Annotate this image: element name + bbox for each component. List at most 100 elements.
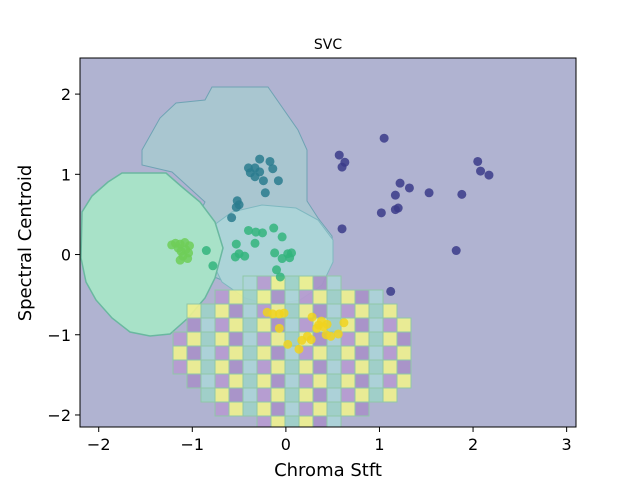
y-tick-label: −2: [47, 406, 71, 425]
region-cell: [340, 345, 356, 361]
region-cell: [326, 415, 342, 427]
region-cell: [354, 359, 370, 375]
region-cell: [214, 401, 230, 417]
fragmented-yellow-region: [172, 275, 412, 427]
data-point-class-0: [337, 162, 347, 172]
chart-title: SVC: [314, 37, 342, 53]
region-cell: [284, 289, 300, 305]
plot-frame: [79, 57, 577, 428]
region-cell: [256, 275, 272, 291]
y-tick-label: 0: [61, 246, 71, 265]
region-cell: [270, 373, 286, 389]
region-cell: [368, 317, 384, 333]
data-point-class-2: [201, 246, 211, 256]
region-cell: [354, 401, 370, 417]
region-cell: [354, 331, 370, 347]
region-cell: [228, 345, 244, 361]
data-point-class-0: [390, 205, 400, 215]
data-point-class-0: [476, 166, 486, 176]
region-cell: [200, 373, 216, 389]
region-cell: [256, 359, 272, 375]
data-point-class-0: [424, 188, 434, 198]
data-point-class-4: [294, 344, 304, 354]
region-cell: [228, 331, 244, 347]
region-cell: [270, 359, 286, 375]
region-cell: [214, 317, 230, 333]
region-cell: [326, 275, 342, 291]
region-cell: [214, 359, 230, 375]
region-cell: [228, 373, 244, 389]
region-cell: [256, 331, 272, 347]
region-cell: [382, 373, 398, 389]
data-point-class-1: [231, 202, 241, 212]
region-cell: [214, 331, 230, 347]
region-cell: [326, 387, 342, 403]
data-point-class-1: [273, 176, 283, 186]
region-cell: [200, 387, 216, 403]
data-point-class-2: [275, 272, 285, 282]
region-cell: [228, 359, 244, 375]
region-cell: [214, 289, 230, 305]
region-cell: [354, 303, 370, 319]
x-axis-label: Chroma Stft: [274, 460, 382, 480]
region-cell: [396, 345, 412, 361]
region-cell: [298, 373, 314, 389]
region-cell: [256, 415, 272, 427]
region-cell: [228, 317, 244, 333]
region-cell: [326, 373, 342, 389]
region-cell: [368, 345, 384, 361]
region-cell: [214, 373, 230, 389]
data-point-class-0: [390, 190, 400, 200]
region-cell: [326, 359, 342, 375]
x-tick-label: −1: [181, 435, 205, 454]
data-point-class-0: [473, 156, 483, 166]
data-point-class-0: [395, 178, 405, 188]
data-point-class-2: [243, 225, 253, 235]
region-cell: [326, 401, 342, 417]
region-cell: [382, 303, 398, 319]
data-point-class-1: [265, 156, 275, 166]
region-cell: [326, 345, 342, 361]
data-point-class-1: [258, 176, 268, 186]
region-cell: [312, 289, 328, 305]
region-cell: [340, 289, 356, 305]
data-point-class-4: [274, 323, 284, 333]
region-cell: [242, 331, 258, 347]
data-point-class-2: [285, 253, 295, 263]
y-axis-label: Spectral Centroid: [15, 165, 36, 322]
region-cell: [200, 345, 216, 361]
region-cell: [368, 387, 384, 403]
region-cell: [354, 373, 370, 389]
region-cell: [396, 373, 412, 389]
region-cell: [368, 373, 384, 389]
region-cell: [326, 289, 342, 305]
region-cell: [382, 387, 398, 403]
data-point-class-4: [306, 335, 316, 345]
data-point-class-0: [451, 246, 461, 256]
y-tick-label: −1: [47, 326, 71, 345]
region-cell: [354, 345, 370, 361]
data-point-class-4: [307, 312, 317, 322]
region-cell: [214, 303, 230, 319]
region-cell: [186, 345, 202, 361]
region-cell: [242, 275, 258, 291]
green-decision-region: [80, 172, 224, 337]
region-cell: [284, 359, 300, 375]
region-cell: [242, 317, 258, 333]
region-cell: [354, 317, 370, 333]
region-cell: [270, 345, 286, 361]
x-tick-label: 3: [562, 435, 572, 454]
region-cell: [186, 373, 202, 389]
region-cell: [340, 387, 356, 403]
scatter-points: [167, 133, 494, 354]
region-cell: [242, 387, 258, 403]
data-point-class-3: [175, 255, 185, 265]
data-point-class-4: [268, 309, 278, 319]
data-point-class-0: [404, 183, 414, 193]
region-cell: [340, 401, 356, 417]
region-cell: [242, 289, 258, 305]
region-cell: [186, 331, 202, 347]
data-point-class-0: [457, 189, 467, 199]
data-point-class-2: [277, 254, 287, 264]
